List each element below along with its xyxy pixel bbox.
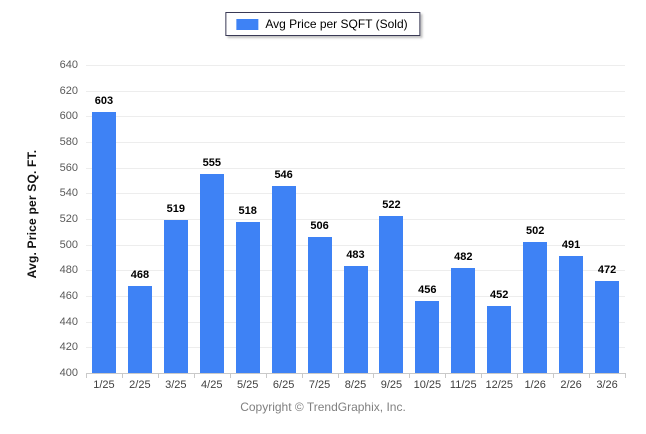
- x-axis-tick: [86, 374, 87, 378]
- bar-value-label: 483: [346, 249, 365, 262]
- bar-value-label: 603: [94, 95, 114, 108]
- x-axis-tick-label: 9/25: [380, 379, 403, 391]
- x-axis-tick: [445, 374, 447, 378]
- legend-swatch: [236, 18, 259, 30]
- copyright-text: Copyright © TrendGraphix, Inc.: [240, 400, 406, 414]
- x-axis-tick: [409, 374, 411, 378]
- gridline: [86, 65, 625, 66]
- x-axis-tick: [625, 374, 626, 378]
- x-axis-tick: [337, 374, 339, 378]
- bar-value-label: 555: [202, 157, 221, 170]
- y-axis-tick-label: 480: [59, 264, 78, 277]
- y-axis-tick-label: 600: [59, 110, 78, 123]
- x-axis-tick: [121, 374, 123, 378]
- gridline: [86, 193, 625, 195]
- x-axis-tick-label: 2/25: [129, 379, 151, 391]
- bar-value-label: 491: [561, 239, 581, 252]
- x-axis-tick-label: 1/25: [93, 379, 115, 391]
- x-axis-tick: [553, 374, 555, 378]
- bar-1-26[interactable]: [523, 242, 548, 373]
- gridline: [86, 219, 625, 220]
- x-axis-tick: [265, 374, 267, 378]
- y-axis-tick-label: 640: [59, 59, 78, 71]
- y-axis-tick-label: 420: [59, 341, 78, 354]
- bar-value-label: 502: [525, 225, 545, 238]
- bar-7-25[interactable]: [307, 236, 332, 373]
- bar-2-26[interactable]: [559, 256, 584, 373]
- x-axis-tick-label: 4/25: [201, 379, 223, 391]
- y-axis-tick-label: 400: [59, 367, 78, 379]
- bar-value-label: 456: [418, 284, 437, 297]
- bar-12-25[interactable]: [487, 306, 512, 373]
- legend-label: Avg Price per SQFT (Sold): [265, 17, 408, 31]
- x-axis-tick: [301, 374, 303, 378]
- bar-11-25[interactable]: [451, 267, 476, 373]
- x-axis-tick: [589, 374, 591, 378]
- x-axis-tick-label: 10/25: [413, 379, 442, 391]
- y-axis-tick-label: 540: [59, 187, 78, 200]
- x-axis-line: [86, 373, 626, 374]
- bar-value-label: 468: [130, 268, 150, 281]
- bar-5-25[interactable]: [235, 221, 260, 373]
- y-axis-tick-label: 520: [59, 213, 78, 225]
- bar-2-25[interactable]: [127, 285, 152, 373]
- x-axis-tick-label: 3/26: [596, 379, 618, 391]
- bar-value-label: 506: [310, 219, 329, 232]
- y-axis-tick-label: 500: [59, 238, 78, 251]
- x-axis-tick: [373, 374, 375, 378]
- x-axis-tick-label: 5/25: [236, 379, 259, 391]
- bar-value-label: 519: [166, 203, 185, 216]
- x-axis-tick: [157, 374, 159, 378]
- gridline: [86, 142, 625, 143]
- x-axis-tick-label: 3/25: [165, 379, 187, 391]
- bar-value-label: 522: [382, 199, 401, 212]
- gridline: [86, 116, 625, 118]
- y-axis-tick-label: 620: [59, 84, 78, 97]
- legend[interactable]: Avg Price per SQFT (Sold): [225, 12, 421, 36]
- x-axis-tick-label: 12/25: [485, 379, 513, 391]
- x-axis-tick: [517, 374, 519, 378]
- x-axis-tick-label: 11/25: [449, 379, 477, 391]
- bar-value-label: 546: [274, 168, 293, 181]
- y-axis-tick-label: 580: [59, 136, 78, 148]
- y-axis-tick-label: 440: [59, 315, 78, 328]
- x-axis-tick-label: 7/25: [308, 379, 331, 391]
- x-axis-tick-label: 8/25: [344, 379, 367, 391]
- bar-4-25[interactable]: [199, 174, 224, 373]
- bar-value-label: 482: [454, 250, 473, 263]
- bar-10-25[interactable]: [415, 301, 440, 373]
- bar-value-label: 452: [490, 289, 509, 302]
- x-axis-tick: [481, 374, 483, 378]
- bar-6-25[interactable]: [271, 185, 296, 373]
- bar-value-label: 472: [597, 263, 617, 276]
- x-axis-tick-label: 1/26: [524, 379, 546, 391]
- x-axis-tick-label: 2/26: [560, 379, 582, 391]
- y-axis-tick-label: 560: [59, 161, 78, 174]
- x-axis-tick: [193, 374, 195, 378]
- gridline: [86, 244, 625, 246]
- x-axis-tick-label: 6/25: [272, 379, 295, 391]
- y-axis-tick-label: 460: [59, 290, 78, 302]
- bar-value-label: 518: [238, 204, 257, 217]
- bar-1-25[interactable]: [91, 112, 116, 373]
- gridline: [86, 90, 625, 92]
- gridline: [86, 167, 625, 169]
- x-axis-tick: [229, 374, 231, 378]
- bar-3-25[interactable]: [163, 220, 188, 373]
- bar-8-25[interactable]: [343, 266, 368, 373]
- bar-9-25[interactable]: [379, 216, 404, 373]
- bar-3-26[interactable]: [595, 280, 620, 373]
